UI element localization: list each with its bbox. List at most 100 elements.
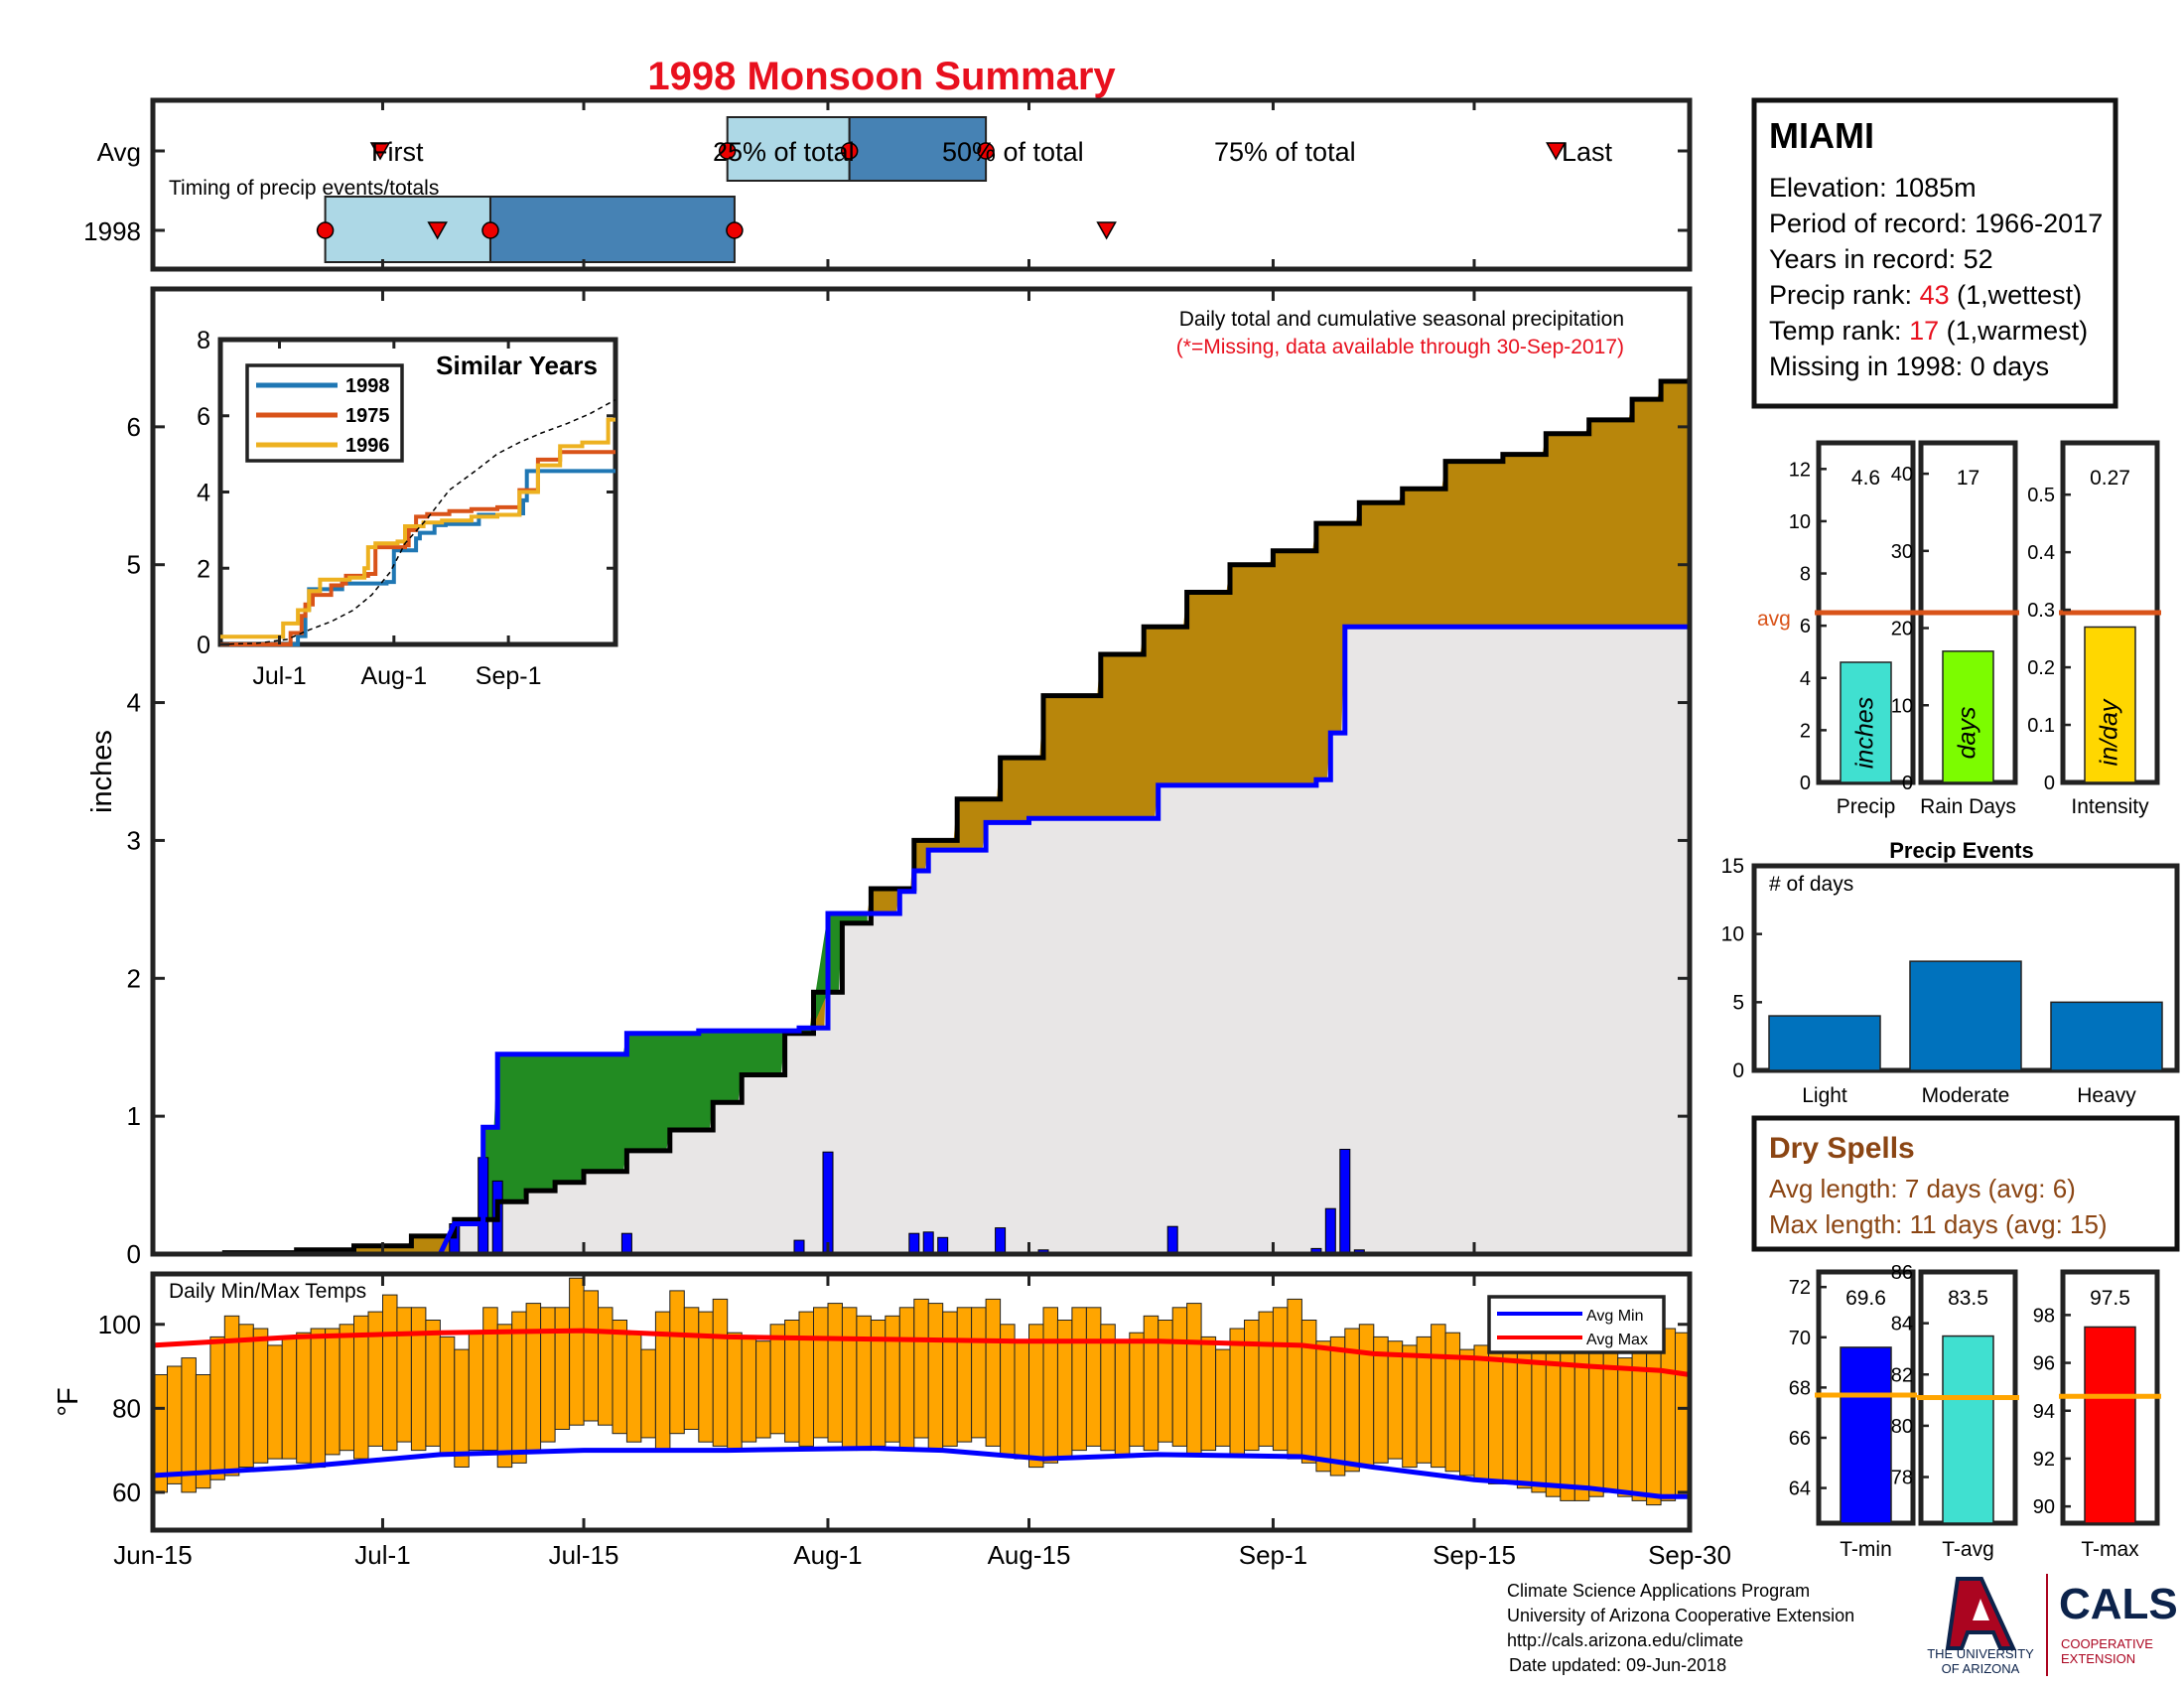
temp-panel-y-tick-label: 94 bbox=[2033, 1401, 2055, 1423]
temp-legend-max-label: Avg Max bbox=[1586, 1332, 1648, 1348]
inset-y-tick-label: 6 bbox=[197, 403, 210, 431]
temp-panel-y-tick-label: 64 bbox=[1789, 1478, 1811, 1500]
avg-p25-label: 25% of total bbox=[713, 137, 855, 167]
inset-marks: 0 2 4 6 8 Jul-1 Aug-1 Sep-1 bbox=[197, 327, 616, 690]
temp-range-bar bbox=[913, 1298, 929, 1439]
temp-range-bar bbox=[1229, 1328, 1245, 1456]
dry-spells-max-length: Max length: 11 days (avg: 15) bbox=[1769, 1209, 2108, 1239]
inset-legend-label-1998: 1998 bbox=[345, 375, 390, 397]
temp-range-bar bbox=[769, 1324, 786, 1435]
daily-precip-bar bbox=[922, 1231, 934, 1255]
x-tick-label: Sep-15 bbox=[1433, 1540, 1516, 1570]
year-p50-marker bbox=[481, 221, 499, 239]
season-y-tick-label: 20 bbox=[1891, 619, 1913, 640]
temp-range-bar bbox=[598, 1307, 614, 1426]
temp-panel-y-tick-label: 68 bbox=[1789, 1377, 1811, 1399]
timing-panel: Avg 1998 Timing of precip events/totals … bbox=[83, 97, 1693, 272]
temp-range-bar bbox=[339, 1324, 355, 1452]
x-tick-label: Jul-15 bbox=[549, 1540, 619, 1570]
temp-range-bar bbox=[1272, 1307, 1289, 1452]
season-y-tick-label: 6 bbox=[1800, 616, 1811, 637]
temp-range-bar bbox=[1315, 1340, 1331, 1473]
temp-range-bar bbox=[209, 1336, 225, 1480]
station-name: MIAMI bbox=[1769, 115, 1874, 156]
temp-range-bar bbox=[798, 1311, 814, 1447]
year-quartile-box-2 bbox=[488, 196, 736, 263]
temp-value-label: 69.6 bbox=[1845, 1287, 1886, 1310]
season-total-panels: 4.6 inches Precip 0 2 4 6 8 10 12 17 days Rain Days 0… bbox=[1757, 440, 2161, 818]
temp-y-tick-label: 100 bbox=[98, 1310, 141, 1339]
inset-x-tick-label: Jul-1 bbox=[252, 662, 306, 690]
station-period: Period of record: 1966-2017 bbox=[1769, 209, 2103, 238]
x-tick-label: Sep-1 bbox=[1239, 1540, 1307, 1570]
footer-credits: Climate Science Applications Program Uni… bbox=[1507, 1581, 1854, 1675]
temp-panel-y-tick-label: 84 bbox=[1891, 1314, 1913, 1336]
event-bar-light bbox=[1768, 1015, 1881, 1071]
event-category-label: Moderate bbox=[1922, 1084, 2010, 1107]
dry-spells-avg-length: Avg length: 7 days (avg: 6) bbox=[1769, 1174, 2076, 1203]
temp-range-bar bbox=[741, 1336, 757, 1443]
observed-cumulative-line bbox=[153, 624, 1690, 1257]
temp-range-bar bbox=[1042, 1307, 1058, 1464]
temp-range-bar bbox=[410, 1307, 427, 1452]
temp-range-bar bbox=[1014, 1340, 1029, 1460]
temp-range-bar bbox=[885, 1315, 900, 1443]
daily-precip-bar bbox=[995, 1227, 1007, 1255]
temp-range-bar bbox=[712, 1298, 729, 1447]
daily-precip-bar bbox=[908, 1232, 920, 1255]
inset-y-tick-label: 8 bbox=[197, 327, 210, 354]
station-precip-rank: Precip rank: 43 (1,wettest) bbox=[1769, 280, 2082, 310]
temp-range-bar bbox=[1631, 1348, 1648, 1501]
temp-range-bar bbox=[1531, 1332, 1547, 1493]
y-tick-label: 5 bbox=[127, 550, 141, 580]
season-y-tick-label: 0.3 bbox=[2027, 600, 2055, 622]
main-y-axis-label: inches bbox=[86, 730, 118, 813]
station-temp-rank: Temp rank: 17 (1,warmest) bbox=[1769, 316, 2088, 346]
daily-precip-bar bbox=[937, 1236, 949, 1255]
main-plot-frame bbox=[150, 286, 1693, 1257]
temp-panel-label: T-max bbox=[2081, 1538, 2139, 1561]
temp-range-bar bbox=[583, 1290, 599, 1422]
temp-plot-frame bbox=[150, 1271, 1693, 1533]
temp-range-bar bbox=[396, 1307, 412, 1443]
temp-range-bar bbox=[669, 1290, 685, 1435]
season-y-tick-label: 12 bbox=[1789, 459, 1811, 481]
inset-title: Similar Years bbox=[436, 351, 598, 380]
events-marks: Light Moderate Heavy 0 5 10 15 bbox=[1721, 855, 2163, 1107]
avg-quartile-box-1 bbox=[726, 116, 851, 182]
x-tick-label: Jul-1 bbox=[354, 1540, 410, 1570]
university-of-arizona-logo: THE UNIVERSITY OF ARIZONA CALS COOPERATI… bbox=[1927, 1574, 2178, 1676]
temp-range-bar bbox=[698, 1311, 714, 1443]
temp-value-label: 83.5 bbox=[1948, 1287, 1988, 1310]
season-bar-precip bbox=[1840, 661, 1892, 783]
avg-p50-marker bbox=[840, 142, 859, 160]
inset-y-tick-label: 0 bbox=[197, 632, 210, 659]
temp-marks bbox=[152, 1277, 1691, 1506]
inset-legend: 1998 1975 1996 bbox=[256, 375, 390, 457]
temp-range-bar bbox=[1660, 1328, 1677, 1501]
temp-range-bar bbox=[1028, 1324, 1044, 1469]
temp-range-bar bbox=[1387, 1340, 1404, 1460]
main-missing-note: (*=Missing, data available through 30-Se… bbox=[1176, 336, 1624, 358]
avg-p75-marker bbox=[977, 142, 995, 160]
temp-panel-y-tick-label: 82 bbox=[1891, 1364, 1913, 1386]
temp-panel-label: T-avg bbox=[1942, 1538, 1994, 1561]
timing-row-year-label: 1998 bbox=[83, 216, 141, 246]
season-y-tick-label: 2 bbox=[1800, 720, 1811, 742]
temp-panel-y-tick-label: 92 bbox=[2033, 1449, 2055, 1471]
temp-range-bar bbox=[898, 1307, 915, 1452]
ua-logo-line-1: THE UNIVERSITY bbox=[1927, 1646, 2034, 1661]
season-value-label: 4.6 bbox=[1851, 467, 1880, 490]
cals-logo-sub-1: COOPERATIVE bbox=[2061, 1636, 2153, 1651]
season-value-label: 0.27 bbox=[2090, 467, 2130, 490]
temp-range-bar bbox=[727, 1332, 743, 1452]
year-last-marker bbox=[1096, 221, 1117, 240]
season-y-tick-label: 8 bbox=[1800, 564, 1811, 586]
temp-range-bar bbox=[1358, 1324, 1375, 1469]
avg-last-label: Last bbox=[1562, 137, 1613, 167]
below-avg-fill bbox=[153, 368, 1690, 1254]
temp-range-bar bbox=[296, 1332, 312, 1464]
event-category-label: Light bbox=[1802, 1084, 1847, 1107]
footer-line-4: Date updated: 09-Jun-2018 bbox=[1509, 1655, 1726, 1675]
